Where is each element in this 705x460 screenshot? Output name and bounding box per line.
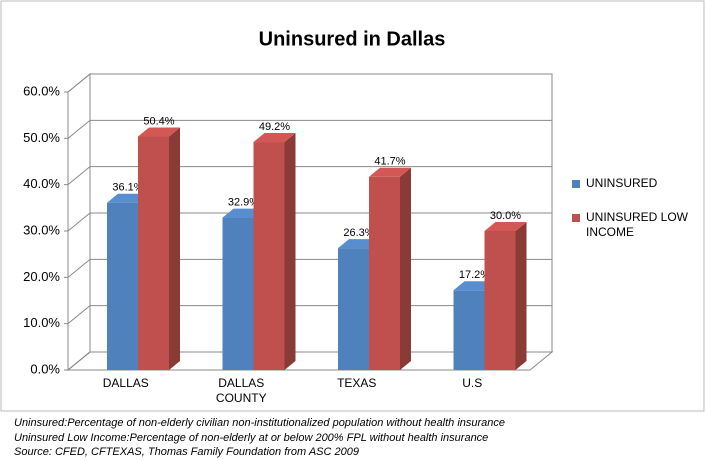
bar xyxy=(222,217,254,370)
y-tick-label: 10.0% xyxy=(23,315,60,330)
grid-line-side xyxy=(67,212,91,232)
legend-swatch xyxy=(572,214,580,222)
bar xyxy=(484,231,516,370)
bar xyxy=(338,248,369,370)
x-tick-label: U.S xyxy=(462,376,483,390)
y-tick-label: 50.0% xyxy=(23,130,60,145)
bar-top xyxy=(369,167,411,177)
grid-line-side xyxy=(67,351,91,371)
y-tick-label: 20.0% xyxy=(23,269,60,284)
footnote: Uninsured:Percentage of non-elderly civi… xyxy=(14,417,506,429)
y-tick-label: 40.0% xyxy=(23,176,60,191)
y-tick-label: 0.0% xyxy=(30,361,60,376)
x-tick-label: TEXAS xyxy=(337,376,377,390)
grid-line-side xyxy=(67,119,91,139)
bar xyxy=(369,176,400,370)
grid-line-side xyxy=(67,73,91,93)
data-label: 36.1% xyxy=(112,182,143,194)
chart-title: Uninsured in Dallas xyxy=(259,28,446,50)
data-label: 41.7% xyxy=(374,156,405,168)
data-label: 32.9% xyxy=(228,196,259,208)
x-tick-label: DALLAS xyxy=(102,376,149,390)
grid-line-side xyxy=(67,305,91,325)
bar-top xyxy=(253,133,296,143)
y-tick-label: 30.0% xyxy=(23,222,60,237)
bar-side xyxy=(400,167,411,370)
bar xyxy=(107,202,138,370)
data-label: 26.3% xyxy=(343,227,374,239)
data-label: 30.0% xyxy=(490,210,521,222)
data-label: 50.4% xyxy=(143,115,174,127)
bar-side xyxy=(284,133,296,370)
bar xyxy=(453,290,485,370)
y-tick-label: 60.0% xyxy=(23,83,60,98)
footnote: Source: CFED, CFTEXAS, Thomas Family Fou… xyxy=(14,446,359,458)
legend-label: UNINSURED xyxy=(586,176,658,190)
bar xyxy=(138,136,169,370)
grid-line-side xyxy=(67,258,91,278)
legend-swatch xyxy=(572,180,580,188)
bar-side xyxy=(515,222,527,370)
bar-top xyxy=(138,127,180,137)
footnote: Uninsured Low Income:Percentage of non-e… xyxy=(14,431,489,444)
bar-side xyxy=(169,127,180,370)
data-label: 49.2% xyxy=(259,121,290,133)
bar-top xyxy=(484,222,527,231)
legend-label: UNINSURED LOW INCOME xyxy=(586,210,689,239)
bar xyxy=(253,142,285,370)
chart-border xyxy=(0,0,705,412)
grid-line-side xyxy=(67,166,91,186)
data-label: 17.2% xyxy=(459,269,490,281)
x-tick-label: DALLAS COUNTY xyxy=(215,376,267,405)
